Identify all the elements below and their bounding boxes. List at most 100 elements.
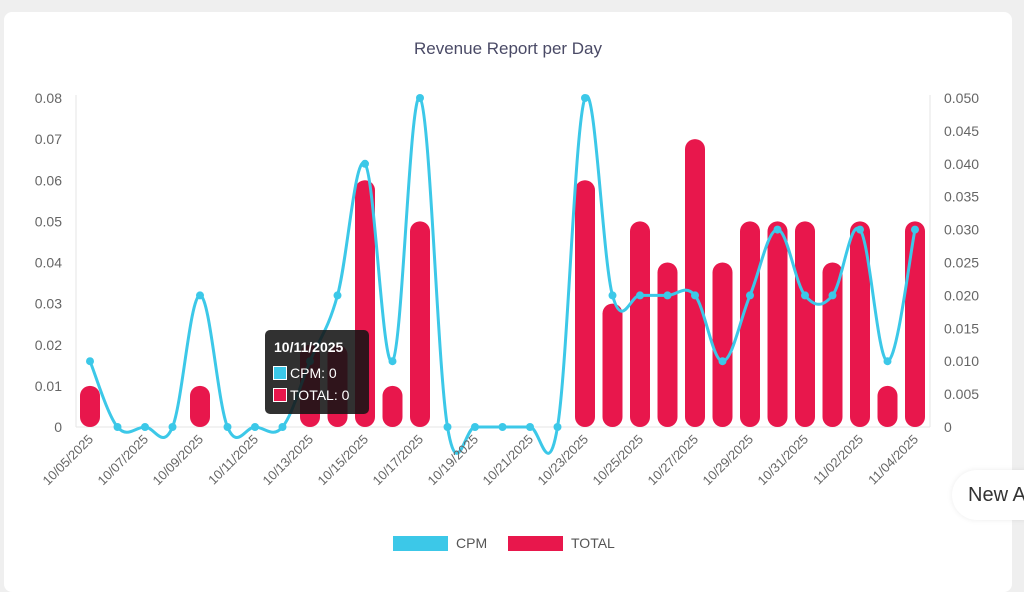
chart-title: Revenue Report per Day (414, 39, 603, 58)
right-tick-label: 0.010 (944, 353, 979, 369)
left-tick-label: 0.01 (35, 378, 62, 394)
revenue-chart: Revenue Report per Day00.010.020.030.040… (35, 39, 979, 551)
new-button[interactable]: New A (952, 470, 1024, 520)
x-tick-label: 10/23/2025 (534, 432, 591, 489)
total-bar (382, 385, 403, 427)
tooltip-total: TOTAL: 0 (290, 387, 350, 403)
right-tick-label: 0.030 (944, 222, 979, 238)
total-bar (602, 303, 623, 427)
cpm-point (691, 291, 699, 300)
tooltip-cpm-row: CPM: 0 (273, 365, 337, 381)
left-tick-label: 0.03 (35, 296, 62, 312)
x-tick-label: 10/29/2025 (699, 432, 756, 489)
total-bar (850, 221, 870, 427)
x-tick-label: 10/09/2025 (149, 432, 206, 489)
cpm-point (553, 423, 562, 431)
total-bar (767, 221, 788, 427)
x-tick-label: 11/02/2025 (810, 432, 866, 488)
cpm-swatch (273, 366, 287, 380)
legend-cpm-label: CPM (456, 535, 487, 551)
right-tick-label: 0 (944, 419, 952, 435)
left-tick-label: 0.05 (35, 213, 62, 229)
cpm-point (911, 225, 919, 234)
cpm-point (718, 357, 727, 366)
cpm-point (608, 291, 617, 300)
cpm-point (581, 94, 589, 102)
cpm-point (471, 423, 479, 431)
x-tick-label: 10/31/2025 (754, 432, 811, 489)
total-bar (685, 139, 705, 427)
x-tick-label: 10/07/2025 (94, 432, 151, 489)
x-tick-label: 10/25/2025 (589, 432, 646, 489)
tooltip-date: 10/11/2025 (274, 339, 344, 355)
right-tick-label: 0.035 (944, 189, 979, 205)
cpm-point (141, 423, 149, 431)
total-bar (410, 221, 430, 427)
cpm-point (388, 357, 397, 366)
x-tick-label: 10/27/2025 (644, 432, 701, 489)
right-tick-label: 0.025 (944, 255, 979, 271)
right-tick-label: 0.005 (944, 386, 979, 402)
legend-total-label: TOTAL (571, 535, 615, 551)
legend-total-swatch (508, 536, 563, 551)
tooltip-cpm: CPM: 0 (290, 365, 337, 381)
cpm-point (856, 225, 864, 234)
right-tick-label: 0.015 (944, 320, 979, 336)
x-tick-label: 10/15/2025 (314, 432, 371, 489)
cpm-point (801, 291, 809, 300)
total-bar (575, 180, 595, 427)
cpm-point (663, 291, 672, 300)
cpm-point (86, 357, 94, 366)
left-tick-label: 0.06 (35, 172, 62, 188)
left-tick-label: 0.08 (35, 90, 62, 106)
right-tick-label: 0.020 (944, 287, 979, 303)
left-tick-label: 0 (54, 419, 62, 435)
left-tick-label: 0.02 (35, 337, 62, 353)
cpm-point (113, 423, 122, 431)
left-tick-label: 0.07 (35, 131, 62, 147)
cpm-point (251, 423, 259, 431)
chart-tooltip: 10/11/2025 CPM: 0 TOTAL: 0 (265, 330, 369, 414)
cpm-point (526, 423, 534, 431)
x-tick-label: 10/21/2025 (479, 432, 536, 489)
cpm-point (223, 423, 232, 431)
total-swatch (273, 388, 287, 402)
right-tick-label: 0.050 (944, 90, 979, 106)
cpm-point (636, 291, 644, 300)
cpm-point (828, 291, 837, 300)
total-bar (630, 221, 650, 427)
total-bar (712, 262, 733, 427)
cpm-point (196, 291, 204, 300)
legend-cpm-swatch (393, 536, 448, 551)
cpm-point (416, 94, 424, 102)
cpm-point (168, 423, 177, 431)
cpm-point (746, 291, 754, 300)
cpm-point (333, 291, 342, 300)
right-tick-label: 0.045 (944, 123, 979, 139)
total-bar (822, 262, 843, 427)
right-tick-label: 0.040 (944, 156, 979, 172)
x-tick-label: 10/11/2025 (205, 432, 261, 488)
cpm-point (443, 423, 452, 431)
total-bar (905, 221, 925, 427)
cpm-point (278, 423, 287, 431)
total-bar (795, 221, 815, 427)
total-bar (80, 385, 100, 427)
x-tick-label: 10/05/2025 (39, 432, 96, 489)
total-bar (740, 221, 760, 427)
x-tick-label: 10/19/2025 (424, 432, 481, 489)
left-tick-label: 0.04 (35, 255, 62, 271)
cpm-point (498, 423, 507, 431)
cpm-line (88, 94, 917, 455)
x-tick-label: 10/13/2025 (259, 432, 316, 489)
x-tick-label: 10/17/2025 (369, 432, 426, 489)
total-bar (657, 262, 678, 427)
chart-card (4, 12, 1012, 592)
tooltip-total-row: TOTAL: 0 (273, 387, 349, 403)
total-bar (877, 385, 898, 427)
x-tick-label: 11/04/2025 (865, 432, 921, 488)
cpm-point (883, 357, 892, 366)
cpm-point (361, 159, 369, 168)
total-bar (190, 385, 210, 427)
cpm-point (773, 225, 782, 234)
